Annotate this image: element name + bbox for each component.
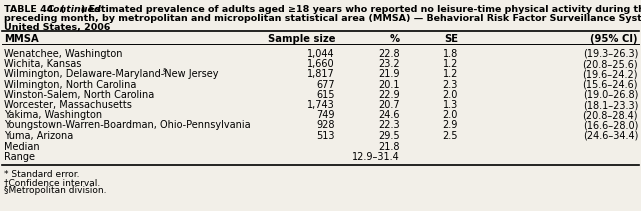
Text: 20.7: 20.7 <box>378 100 400 110</box>
Text: preceding month, by metropolitan and micropolitan statistical area (MMSA) — Beha: preceding month, by metropolitan and mic… <box>4 14 641 23</box>
Text: 20.1: 20.1 <box>378 80 400 90</box>
Text: Worcester, Massachusetts: Worcester, Massachusetts <box>4 100 132 110</box>
Text: (19.6–24.2): (19.6–24.2) <box>583 69 638 79</box>
Text: %: % <box>390 34 400 44</box>
Text: TABLE 44. (: TABLE 44. ( <box>4 5 65 14</box>
Text: 2.0: 2.0 <box>443 110 458 120</box>
Text: Wilmington, North Carolina: Wilmington, North Carolina <box>4 80 137 90</box>
Text: (15.6–24.6): (15.6–24.6) <box>583 80 638 90</box>
Text: 24.6: 24.6 <box>378 110 400 120</box>
Text: 21.9: 21.9 <box>378 69 400 79</box>
Text: Wenatchee, Washington: Wenatchee, Washington <box>4 49 122 59</box>
Text: (19.3–26.3): (19.3–26.3) <box>583 49 638 59</box>
Text: (24.6–34.4): (24.6–34.4) <box>583 131 638 141</box>
Text: United States, 2006: United States, 2006 <box>4 23 110 32</box>
Text: ) Estimated prevalence of adults aged ≥18 years who reported no leisure-time phy: ) Estimated prevalence of adults aged ≥1… <box>81 5 641 14</box>
Text: 12.9–31.4: 12.9–31.4 <box>353 152 400 162</box>
Text: 677: 677 <box>317 80 335 90</box>
Text: 749: 749 <box>317 110 335 120</box>
Text: §: § <box>163 67 166 73</box>
Text: §Metropolitan division.: §Metropolitan division. <box>4 186 106 195</box>
Text: 1,660: 1,660 <box>308 59 335 69</box>
Text: 1.2: 1.2 <box>443 69 458 79</box>
Text: 1,817: 1,817 <box>307 69 335 79</box>
Text: 22.3: 22.3 <box>378 120 400 130</box>
Text: 1,743: 1,743 <box>307 100 335 110</box>
Text: (18.1–23.3): (18.1–23.3) <box>583 100 638 110</box>
Text: Sample size: Sample size <box>267 34 335 44</box>
Text: 23.2: 23.2 <box>378 59 400 69</box>
Text: Yuma, Arizona: Yuma, Arizona <box>4 131 73 141</box>
Text: Wichita, Kansas: Wichita, Kansas <box>4 59 81 69</box>
Text: (95% CI): (95% CI) <box>590 34 638 44</box>
Text: 2.5: 2.5 <box>442 131 458 141</box>
Text: Yakima, Washington: Yakima, Washington <box>4 110 102 120</box>
Text: 513: 513 <box>317 131 335 141</box>
Text: (20.8–25.6): (20.8–25.6) <box>583 59 638 69</box>
Text: 22.9: 22.9 <box>378 90 400 100</box>
Text: Winston-Salem, North Carolina: Winston-Salem, North Carolina <box>4 90 154 100</box>
Text: 22.8: 22.8 <box>378 49 400 59</box>
Text: †Confidence interval.: †Confidence interval. <box>4 178 100 187</box>
Text: (16.6–28.0): (16.6–28.0) <box>583 120 638 130</box>
Text: 2.0: 2.0 <box>443 90 458 100</box>
Text: 1,044: 1,044 <box>308 49 335 59</box>
Text: Continued: Continued <box>46 5 101 14</box>
Text: * Standard error.: * Standard error. <box>4 170 79 179</box>
Text: 1.8: 1.8 <box>443 49 458 59</box>
Text: Range: Range <box>4 152 35 162</box>
Text: 1.2: 1.2 <box>443 59 458 69</box>
Text: (20.8–28.4): (20.8–28.4) <box>583 110 638 120</box>
Text: 29.5: 29.5 <box>378 131 400 141</box>
Text: 2.9: 2.9 <box>443 120 458 130</box>
Text: SE: SE <box>444 34 458 44</box>
Text: (19.0–26.8): (19.0–26.8) <box>583 90 638 100</box>
Text: Median: Median <box>4 142 40 152</box>
Text: 615: 615 <box>317 90 335 100</box>
Text: Youngstown-Warren-Boardman, Ohio-Pennsylvania: Youngstown-Warren-Boardman, Ohio-Pennsyl… <box>4 120 251 130</box>
Text: Wilmington, Delaware-Maryland-New Jersey: Wilmington, Delaware-Maryland-New Jersey <box>4 69 219 79</box>
Text: 928: 928 <box>317 120 335 130</box>
Text: 21.8: 21.8 <box>378 142 400 152</box>
Text: MMSA: MMSA <box>4 34 38 44</box>
Text: 2.3: 2.3 <box>443 80 458 90</box>
Text: 1.3: 1.3 <box>443 100 458 110</box>
